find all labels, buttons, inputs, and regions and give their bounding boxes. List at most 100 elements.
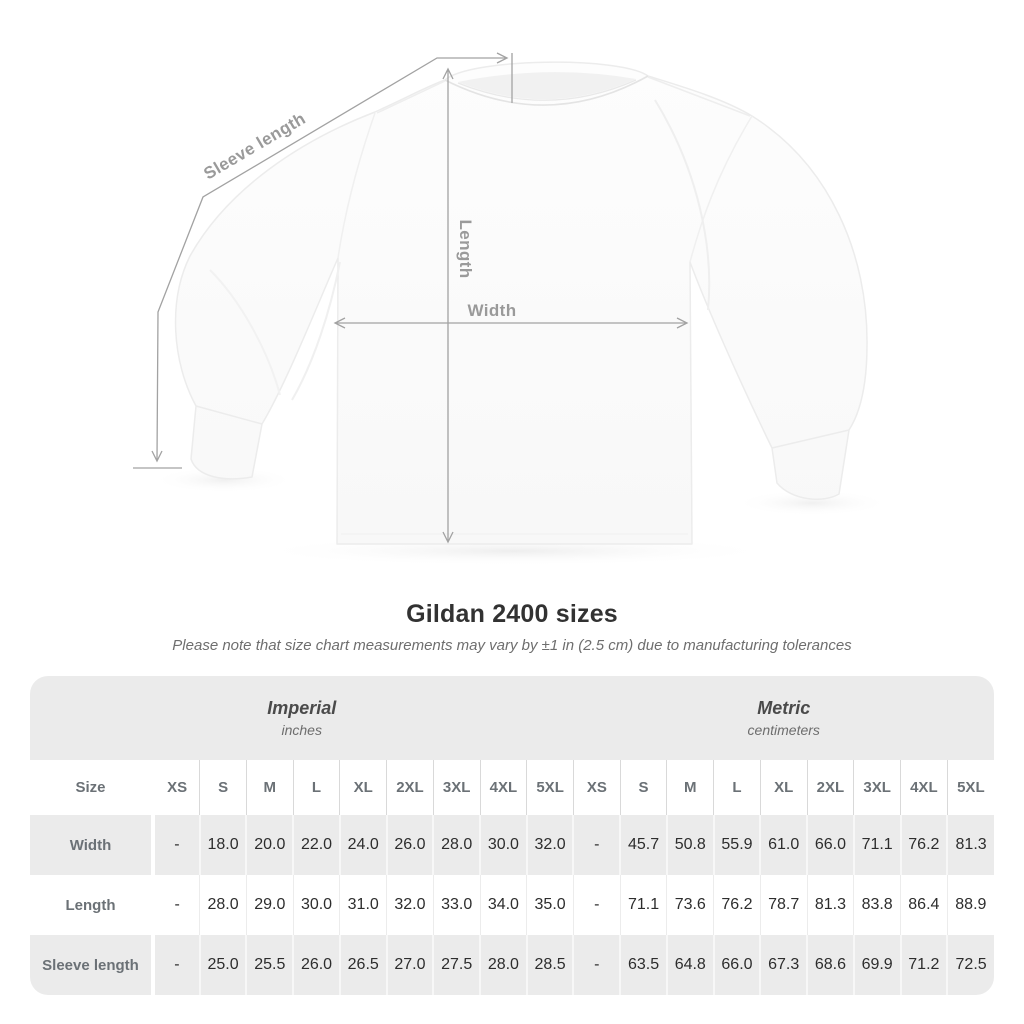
- col-header-metric-m: M: [666, 760, 714, 815]
- value-metric-5xl: 88.9: [946, 875, 994, 935]
- value-metric-xl: 61.0: [759, 815, 808, 875]
- value-metric-2xl: 68.6: [806, 935, 854, 995]
- col-header-metric-2xl: 2XL: [806, 760, 854, 815]
- unit-sublabel-metric: centimeters: [747, 722, 820, 738]
- value-metric-l: 76.2: [713, 875, 761, 935]
- value-metric-3xl: 83.8: [853, 875, 901, 935]
- col-header-imperial-5xl: 5XL: [526, 760, 574, 815]
- size-header-row: Size XS S M L XL 2XL 3XL 4XL 5XL XS S M L XL 2XL 3XL 4XL 5…: [30, 760, 994, 815]
- value-imperial-5xl: 32.0: [525, 815, 574, 875]
- value-imperial-xl: 24.0: [338, 815, 387, 875]
- value-imperial-xl: 31.0: [339, 875, 387, 935]
- size-table: Imperial inches Metric centimeters Size XS S M L…: [30, 676, 994, 995]
- value-imperial-s: 18.0: [198, 815, 247, 875]
- value-imperial-l: 26.0: [292, 935, 340, 995]
- row-label: Sleeve length: [30, 935, 153, 995]
- size-row-label: Size: [30, 760, 153, 815]
- unit-label-metric: Metric: [757, 698, 811, 718]
- value-imperial-2xl: 32.0: [386, 875, 434, 935]
- col-header-imperial-xs: XS: [151, 760, 200, 815]
- value-metric-2xl: 66.0: [806, 815, 854, 875]
- unit-group-imperial: Imperial inches: [30, 676, 574, 760]
- value-imperial-l: 22.0: [292, 815, 340, 875]
- value-metric-xs: -: [572, 815, 621, 875]
- value-imperial-m: 29.0: [245, 875, 294, 935]
- shirt-diagram: Sleeve length Length Width: [133, 52, 890, 566]
- value-imperial-3xl: 28.0: [432, 815, 481, 875]
- table-row: Width -18.0 20.0 22.0 24.0 26.0 28.0 30.0 32.0-4…: [30, 815, 994, 875]
- value-metric-3xl: 69.9: [852, 935, 901, 995]
- unit-label-imperial: Imperial: [267, 698, 337, 718]
- row-label: Width: [30, 815, 153, 875]
- unit-header-row: Imperial inches Metric centimeters: [30, 676, 994, 760]
- table-row: Length -28.0 29.0 30.0 31.0 32.0 33.0 34.0 35.0-…: [30, 875, 994, 935]
- value-imperial-3xl: 33.0: [432, 875, 481, 935]
- value-imperial-5xl: 28.5: [525, 935, 574, 995]
- value-imperial-4xl: 30.0: [479, 815, 527, 875]
- sleeve-length-measure-line: [133, 52, 513, 469]
- value-metric-4xl: 76.2: [899, 815, 948, 875]
- width-measure-line: [333, 317, 689, 329]
- page-title: Gildan 2400 sizes: [406, 600, 618, 628]
- col-header-metric-l: L: [713, 760, 761, 815]
- shirt-diagram-svg: Sleeve length Length Width: [133, 52, 890, 566]
- unit-group-metric: Metric centimeters: [573, 676, 994, 760]
- value-imperial-s: 28.0: [199, 875, 247, 935]
- col-header-imperial-xl: XL: [339, 760, 387, 815]
- col-header-imperial-m: M: [245, 760, 294, 815]
- value-imperial-m: 25.5: [245, 935, 294, 995]
- value-imperial-2xl: 26.0: [385, 815, 434, 875]
- value-metric-s: 63.5: [619, 935, 667, 995]
- value-imperial-3xl: 27.5: [432, 935, 481, 995]
- value-metric-xs: -: [572, 875, 621, 935]
- value-metric-xs: -: [572, 935, 621, 995]
- col-header-metric-5xl: 5XL: [946, 760, 994, 815]
- measurement-lines: [133, 52, 689, 544]
- width-label: Width: [467, 301, 516, 320]
- col-header-metric-4xl: 4XL: [900, 760, 948, 815]
- value-imperial-m: 20.0: [245, 815, 294, 875]
- col-header-metric-3xl: 3XL: [853, 760, 901, 815]
- value-imperial-2xl: 27.0: [385, 935, 434, 995]
- col-header-imperial-s: S: [199, 760, 247, 815]
- value-metric-l: 55.9: [712, 815, 761, 875]
- col-header-imperial-4xl: 4XL: [479, 760, 527, 815]
- shirt-illustration: [174, 61, 868, 545]
- value-imperial-4xl: 28.0: [479, 935, 527, 995]
- col-header-imperial-l: L: [292, 760, 340, 815]
- value-metric-l: 66.0: [712, 935, 761, 995]
- value-imperial-s: 25.0: [198, 935, 247, 995]
- size-table-grid: Imperial inches Metric centimeters Size XS S M L…: [30, 676, 994, 995]
- col-header-imperial-2xl: 2XL: [386, 760, 434, 815]
- value-metric-4xl: 71.2: [899, 935, 948, 995]
- unit-sublabel-imperial: inches: [281, 722, 322, 738]
- value-imperial-5xl: 35.0: [526, 875, 574, 935]
- table-row: Sleeve length -25.0 25.5 26.0 26.5 27.0 27.5 28…: [30, 935, 994, 995]
- value-metric-xl: 78.7: [759, 875, 808, 935]
- length-measure-line: [442, 67, 454, 544]
- value-metric-5xl: 81.3: [946, 815, 994, 875]
- value-metric-5xl: 72.5: [946, 935, 994, 995]
- value-imperial-4xl: 34.0: [479, 875, 527, 935]
- value-metric-s: 45.7: [619, 815, 667, 875]
- value-metric-m: 64.8: [665, 935, 714, 995]
- length-label: Length: [456, 219, 475, 278]
- col-header-metric-xl: XL: [759, 760, 808, 815]
- value-metric-2xl: 81.3: [806, 875, 854, 935]
- value-imperial-xs: -: [151, 875, 200, 935]
- value-metric-4xl: 86.4: [900, 875, 948, 935]
- col-header-metric-s: S: [619, 760, 667, 815]
- value-imperial-xl: 26.5: [338, 935, 387, 995]
- col-header-metric-xs: XS: [572, 760, 621, 815]
- value-metric-m: 50.8: [665, 815, 714, 875]
- size-guide-page: Sleeve length Length Width Gildan 2400 s…: [30, 52, 994, 995]
- col-header-imperial-3xl: 3XL: [432, 760, 481, 815]
- value-metric-xl: 67.3: [759, 935, 808, 995]
- value-metric-m: 73.6: [666, 875, 714, 935]
- row-label: Length: [30, 875, 153, 935]
- value-metric-s: 71.1: [619, 875, 667, 935]
- value-metric-3xl: 71.1: [852, 815, 901, 875]
- value-imperial-xs: -: [151, 815, 200, 875]
- value-imperial-xs: -: [151, 935, 200, 995]
- tolerance-note: Please note that size chart measurements…: [172, 637, 852, 654]
